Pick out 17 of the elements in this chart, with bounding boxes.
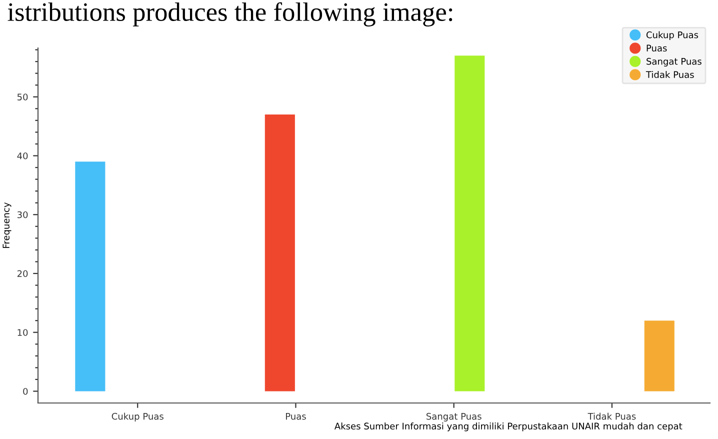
x-tick-label: Sangat Puas xyxy=(426,412,482,422)
legend-label: Cukup Puas xyxy=(646,31,698,40)
x-axis-title: Akses Sumber Informasi yang dimiliki Perpustakaan UNAIR mudah dan cepat xyxy=(334,422,682,432)
legend-label: Puas xyxy=(646,44,667,52)
x-tick-label: Tidak Puas xyxy=(588,412,636,420)
y-axis-title: Frequency xyxy=(2,202,12,248)
y-tick-label: 50 xyxy=(17,94,28,100)
legend-label: Sangat Puas xyxy=(646,58,702,67)
y-tick-label: 10 xyxy=(18,329,28,336)
y-tick-label: 30 xyxy=(17,211,28,218)
x-tick-label: Puas xyxy=(286,413,306,420)
y-tick-label: 20 xyxy=(17,270,28,278)
y-tick-label: 40 xyxy=(17,152,28,160)
legend-label: Tidak Puas xyxy=(646,71,694,78)
y-tick-label: 0 xyxy=(23,388,28,395)
x-tick-label: Cukup Puas xyxy=(112,412,164,422)
text: istributions produces the following image: xyxy=(8,2,452,26)
